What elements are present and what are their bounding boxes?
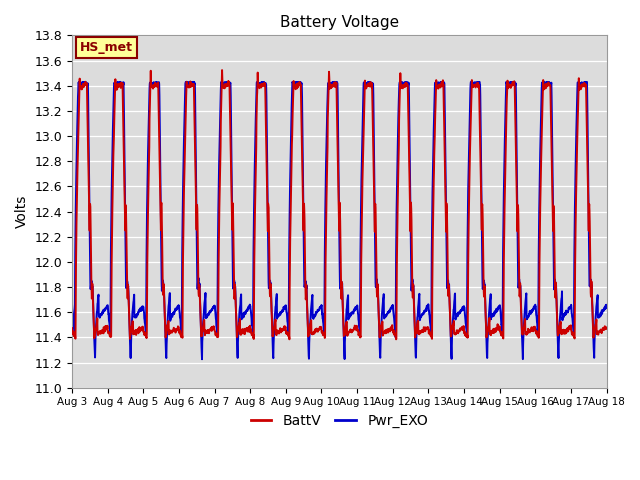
Legend: BattV, Pwr_EXO: BattV, Pwr_EXO xyxy=(245,408,433,433)
BattV xyxy=(218,67,226,73)
Pwr_EXO xyxy=(367,79,374,85)
BattV xyxy=(392,336,400,342)
Pwr_EXO xyxy=(198,356,206,362)
Y-axis label: Volts: Volts xyxy=(15,195,29,228)
BattV xyxy=(217,107,225,112)
Text: HS_met: HS_met xyxy=(80,41,133,54)
Line: Pwr_EXO: Pwr_EXO xyxy=(72,82,607,359)
BattV xyxy=(556,323,564,328)
Line: BattV: BattV xyxy=(72,70,607,339)
BattV xyxy=(367,81,374,87)
Pwr_EXO xyxy=(571,226,579,232)
Pwr_EXO xyxy=(75,79,83,85)
Title: Battery Voltage: Battery Voltage xyxy=(280,15,399,30)
BattV xyxy=(603,324,611,330)
Pwr_EXO xyxy=(556,320,564,325)
BattV xyxy=(571,336,579,341)
BattV xyxy=(355,332,363,337)
Pwr_EXO xyxy=(218,79,225,85)
BattV xyxy=(495,324,502,330)
BattV xyxy=(68,325,76,331)
Pwr_EXO xyxy=(68,301,76,307)
Pwr_EXO xyxy=(495,304,502,310)
Pwr_EXO xyxy=(355,323,363,328)
Pwr_EXO xyxy=(603,302,611,308)
